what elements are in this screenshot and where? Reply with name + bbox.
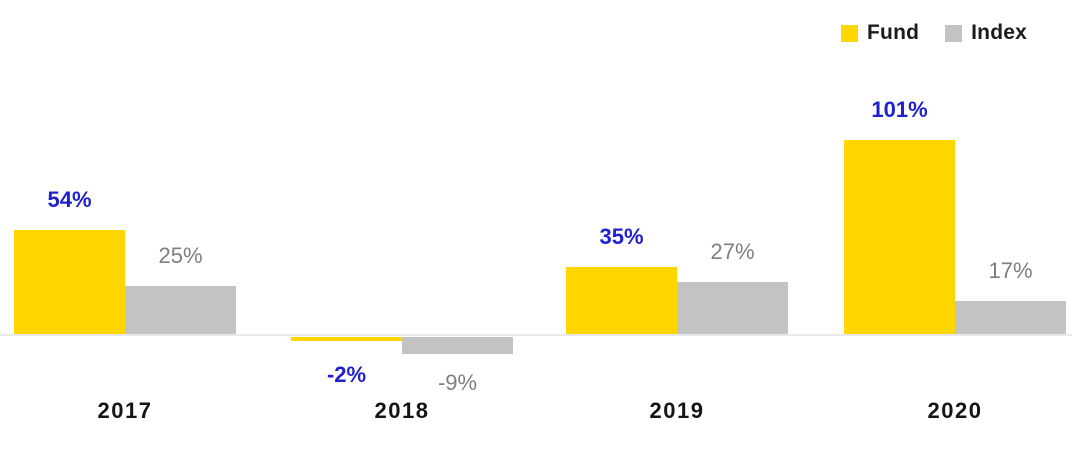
- bar-index-2020: [955, 301, 1066, 334]
- x-axis-label-2020: 2020: [927, 398, 983, 423]
- value-label-fund-2019: 35%: [599, 224, 644, 249]
- value-label-index-2018: -9%: [437, 370, 478, 395]
- legend-label-fund: Fund: [867, 21, 920, 44]
- x-axis-line: [0, 334, 1072, 336]
- legend: Fund Index: [841, 21, 1027, 45]
- legend-swatch: [841, 24, 859, 42]
- value-label-fund-2017: 54%: [47, 187, 92, 212]
- value-label-index-2019: 27%: [710, 239, 755, 264]
- bar-index-2019: [677, 282, 788, 334]
- legend-label-index: Index: [971, 21, 1027, 44]
- bar-fund-2017: [14, 230, 125, 334]
- bar-fund-2018: [291, 337, 402, 341]
- x-axis-label-2019: 2019: [649, 398, 705, 423]
- bar-index-2018: [402, 337, 513, 354]
- x-axis-label-2017: 2017: [97, 398, 153, 423]
- legend-item-index: Index: [945, 21, 1027, 45]
- bar-fund-2020: [844, 140, 955, 334]
- bar-fund-2019: [566, 267, 677, 334]
- bar-index-2017: [125, 286, 236, 334]
- legend-swatch: [945, 24, 963, 42]
- value-label-fund-2020: 101%: [871, 97, 928, 122]
- value-label-index-2017: 25%: [158, 243, 203, 268]
- legend-item-fund: Fund: [841, 21, 919, 45]
- x-axis-label-2018: 2018: [374, 398, 430, 423]
- value-label-fund-2018: -2%: [326, 362, 367, 387]
- value-label-index-2020: 17%: [988, 258, 1033, 283]
